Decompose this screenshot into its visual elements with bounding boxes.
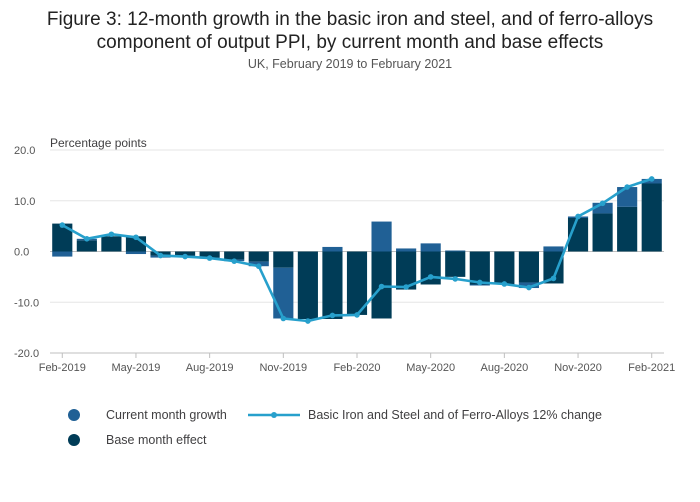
bar-base-month-effect [175,251,196,256]
x-tick-label: Nov-2020 [554,362,602,374]
line-point [182,253,188,260]
bar-base-month-effect [322,251,343,319]
y-tick-label: 0.0 [14,247,29,259]
bar-current-month-growth [322,246,343,252]
bar-base-month-effect [617,206,638,252]
x-tick-label: Feb-2019 [39,362,86,374]
y-tick-label: -20.0 [14,348,39,360]
legend-label: Current month growth [106,408,227,422]
chart-title-line-1: Figure 3: 12-month growth in the basic i… [46,9,654,30]
y-tick-label: 10.0 [14,196,35,208]
legend-marker-base-month-effect [68,434,80,446]
legend-label: Basic Iron and Steel and of Ferro-Alloys… [308,408,602,422]
bar-base-month-effect [494,251,515,285]
bar-base-month-effect [641,183,662,252]
bar-current-month-growth [445,250,466,252]
line-point [280,315,287,322]
x-tick-label: May-2019 [111,362,160,374]
bar-base-month-effect [76,240,97,252]
line-point [550,275,557,282]
bar-current-month-growth [617,187,638,207]
line-point [526,284,532,291]
x-tick-label: Nov-2019 [259,362,307,374]
bar-current-month-growth [543,246,564,252]
line-point [329,312,336,319]
line-point [59,222,66,228]
line-point [477,279,483,286]
line-point [575,213,581,220]
line-point [501,281,508,287]
chart-subtitle: UK, February 2019 to February 2021 [247,57,453,71]
y-tick-label: -10.0 [14,297,39,309]
chart-title: Figure 3: 12-month growth in the basic i… [0,8,700,54]
line-point [624,184,630,190]
bar-base-month-effect [469,251,490,285]
line-point [403,284,409,290]
y-axis-label: Percentage points [50,136,147,150]
bar-base-month-effect [543,251,564,284]
x-tick-label: Feb-2020 [333,362,380,374]
line-point [157,252,164,259]
bar-base-month-effect [445,251,466,277]
line-point [452,276,459,282]
bar-current-month-growth [420,243,441,252]
bar-base-month-effect [592,213,613,252]
line-point [354,312,360,318]
bar-base-month-effect [273,251,294,268]
bar-base-month-effect [396,251,417,290]
chart-title-line-2: component of output PPI, by current mont… [96,32,604,53]
bar-base-month-effect [101,236,122,252]
legend-marker-current-month-growth [68,409,80,421]
bar-current-month-growth [592,202,613,214]
line-point [108,231,115,238]
bar-current-month-growth [371,221,392,252]
x-tick-label: Aug-2019 [186,362,234,374]
legend-label: Base month effect [106,433,207,447]
x-tick-label: Feb-2021 [628,362,675,374]
line-point [133,234,139,241]
line-point [206,255,213,261]
x-tick-label: Aug-2020 [481,362,529,374]
line-layer [59,176,655,324]
bar-base-month-effect [52,223,73,252]
x-tick-label: May-2020 [406,362,455,374]
bar-base-month-effect [224,251,245,260]
legend-marker-point [271,412,277,418]
bar-current-month-growth [273,267,294,319]
bar-base-month-effect [346,251,368,315]
bar-current-month-growth [125,251,147,255]
line-point [378,283,385,290]
bar-base-month-effect [199,251,220,258]
bar-base-month-effect [518,251,539,283]
line-point [255,263,262,270]
line-point [648,176,655,182]
legend: Current month growth Basic Iron and Steel… [68,408,602,447]
line-point [84,236,90,242]
line-point [305,318,311,324]
line-point [231,258,237,264]
bar-base-month-effect [248,251,269,262]
y-tick-label: 20.0 [14,145,35,157]
line-point [427,274,434,280]
bar-base-month-effect [297,251,318,319]
bar-current-month-growth [52,251,73,257]
bar-layer [52,178,662,319]
line-point [599,200,606,207]
bar-current-month-growth [396,248,417,252]
